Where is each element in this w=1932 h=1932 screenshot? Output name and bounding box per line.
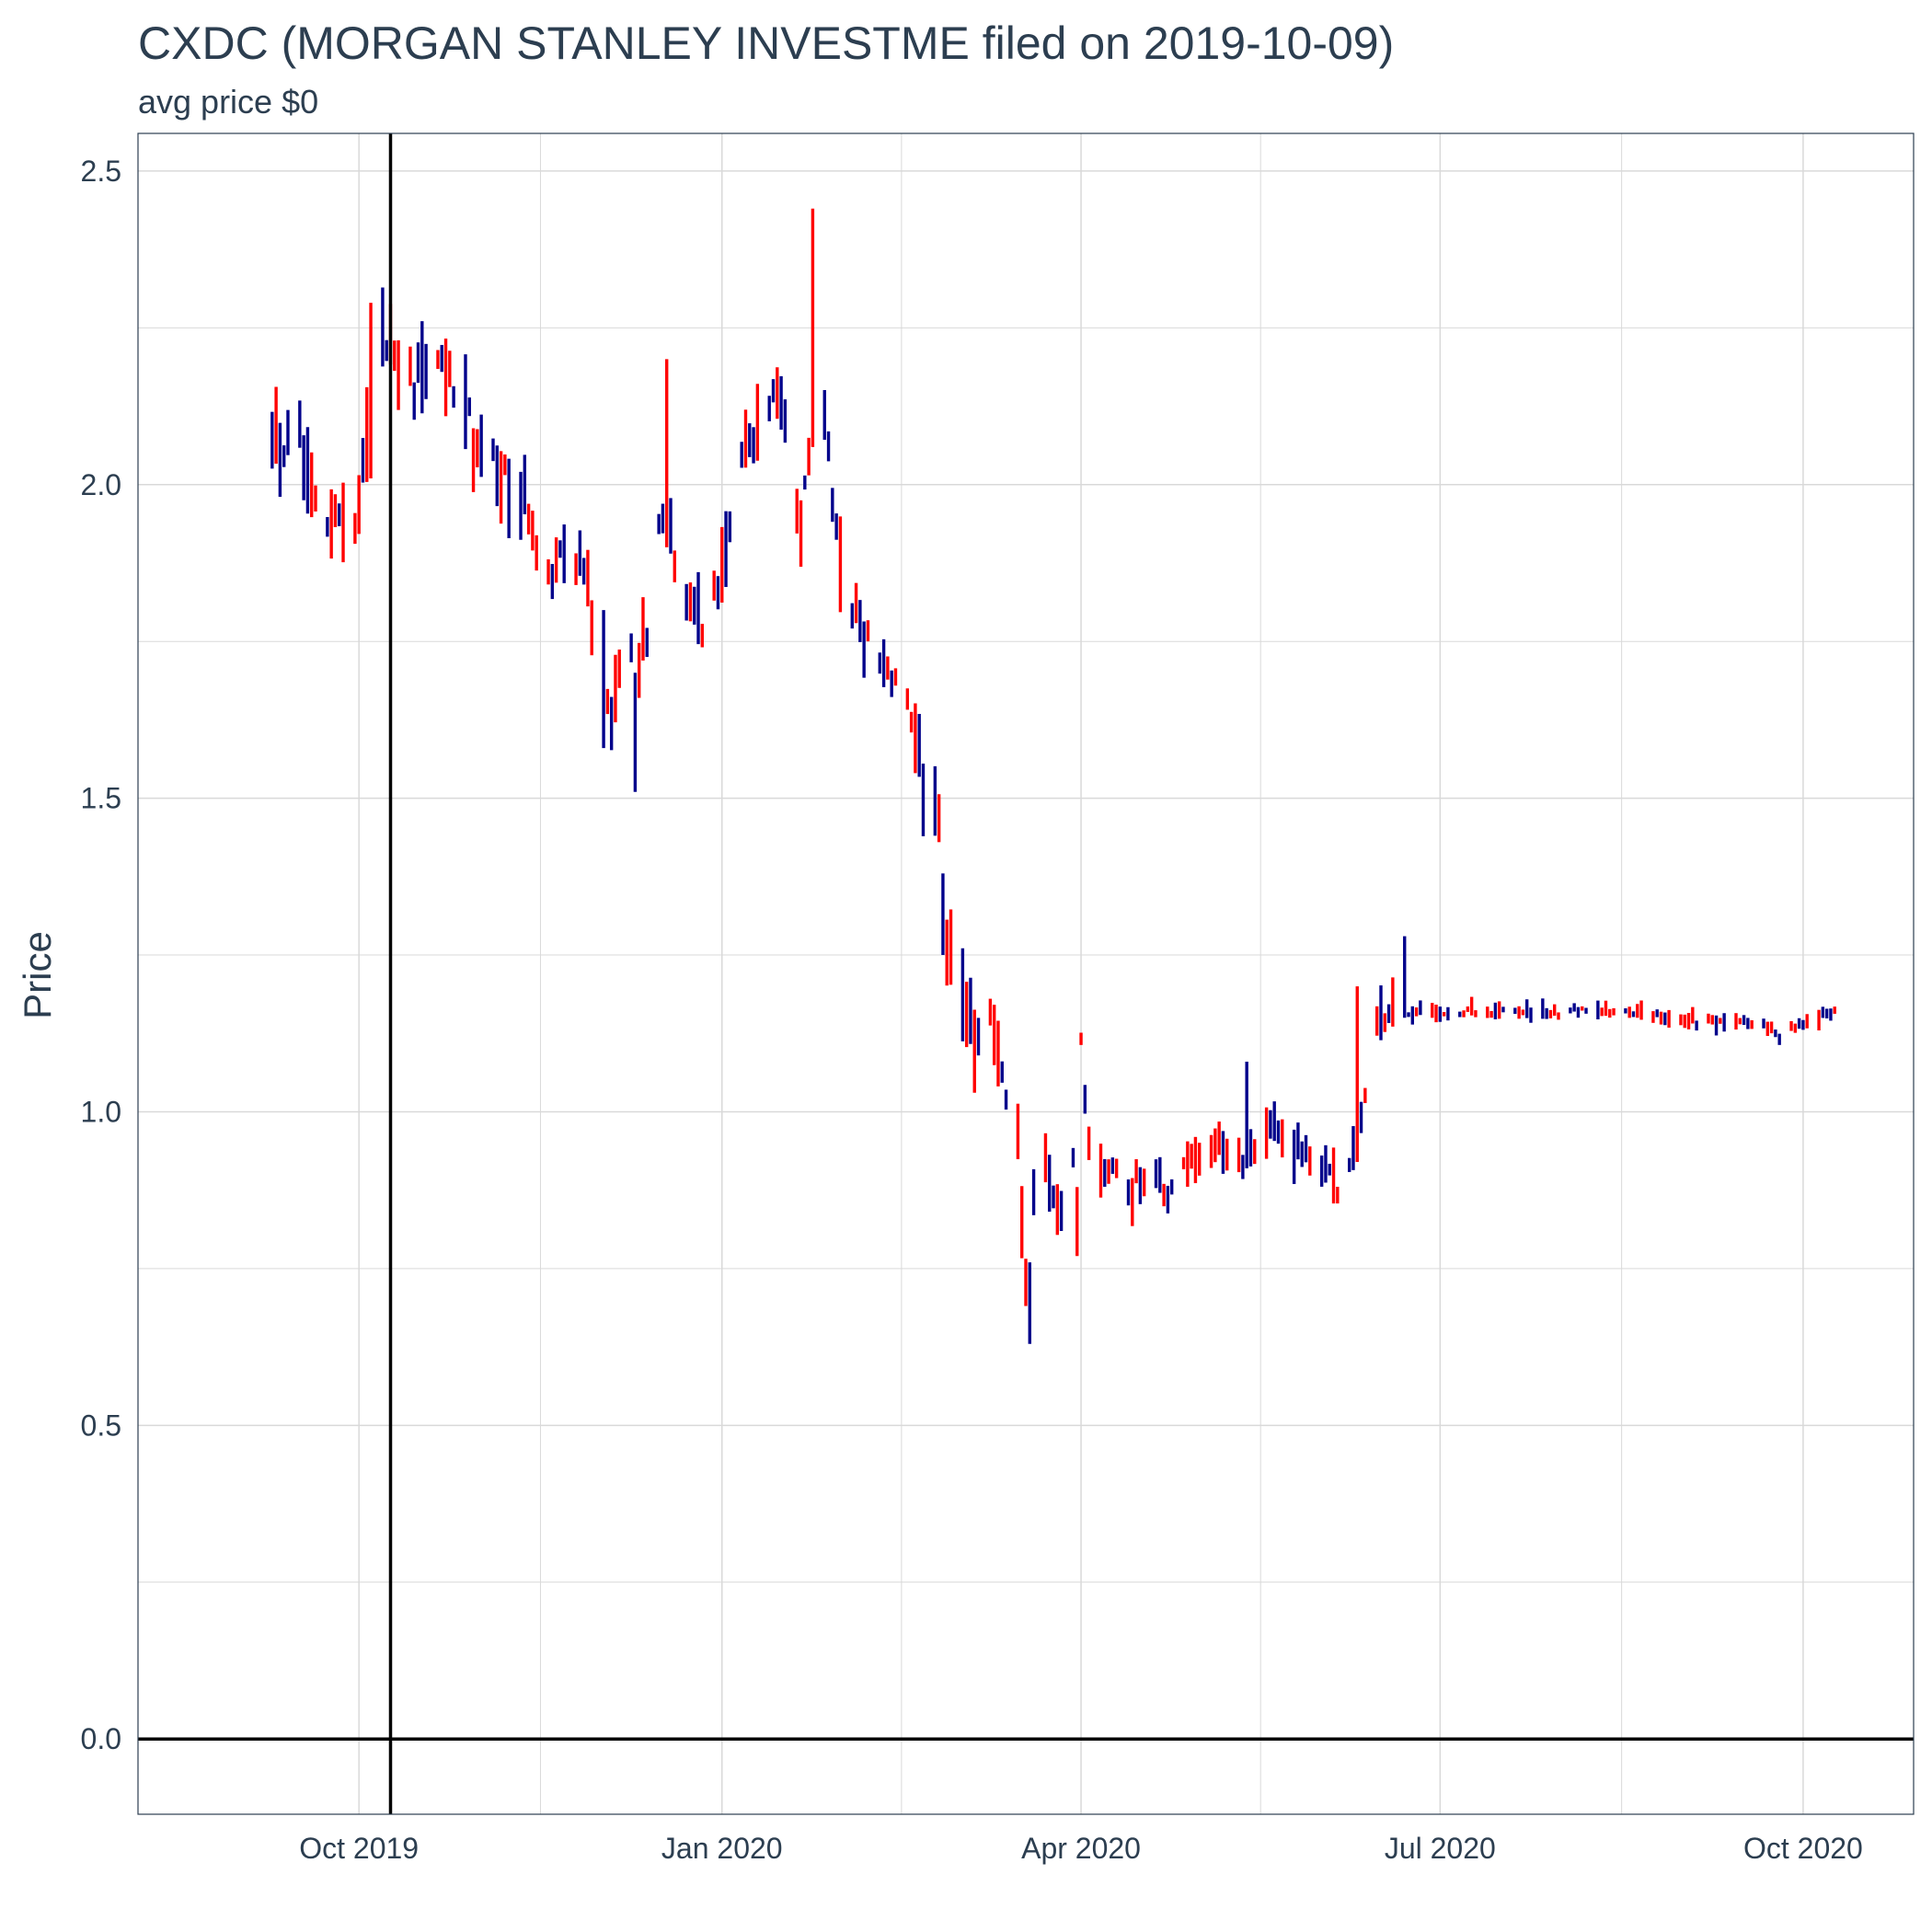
y-tick-label: 1.5 (81, 782, 121, 815)
y-tick-label: 0.0 (81, 1722, 121, 1755)
y-tick-label: 1.0 (81, 1095, 121, 1128)
y-axis: 0.0 0.5 1.0 1.5 2.0 2.5 (81, 155, 121, 1755)
grid (138, 133, 1914, 1814)
chart-title: CXDC (MORGAN STANLEY INVESTME filed on 2… (138, 17, 1395, 69)
chart-subtitle: avg price $0 (138, 83, 319, 121)
x-tick-label: Apr 2020 (1021, 1832, 1141, 1865)
y-tick-label: 2.5 (81, 155, 121, 188)
plot-frame (137, 132, 1915, 1815)
x-axis: Oct 2019 Jan 2020 Apr 2020 Jul 2020 Oct 2020 (299, 1832, 1863, 1865)
y-tick-label: 0.5 (81, 1409, 121, 1442)
x-tick-label: Oct 2020 (1743, 1832, 1863, 1865)
y-axis-title: Price (16, 931, 59, 1019)
x-tick-label: Jul 2020 (1385, 1832, 1496, 1865)
x-tick-label: Jan 2020 (661, 1832, 783, 1865)
x-tick-label: Oct 2019 (299, 1832, 419, 1865)
ohlc-bars (270, 208, 1836, 1344)
y-tick-label: 2.0 (81, 468, 121, 501)
reference-lines (138, 133, 1914, 1814)
